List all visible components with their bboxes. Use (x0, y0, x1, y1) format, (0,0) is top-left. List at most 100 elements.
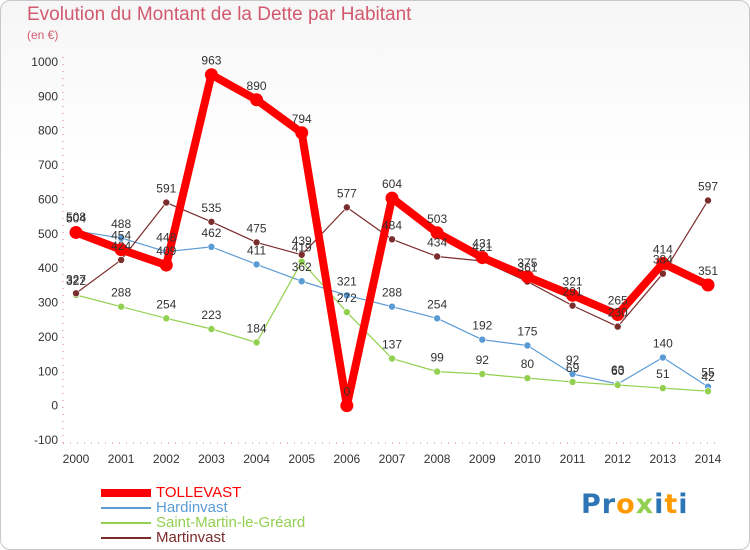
data-label: 63 (611, 363, 625, 377)
data-label: 597 (698, 179, 718, 193)
data-point (433, 367, 441, 376)
data-point (659, 269, 667, 278)
data-label: 362 (292, 260, 312, 274)
data-point (162, 314, 171, 323)
data-point (385, 191, 399, 205)
data-point (117, 302, 125, 311)
data-point (568, 301, 577, 310)
data-label: 288 (382, 286, 402, 300)
logo-letter: r (601, 489, 617, 520)
legend-label: Martinvast (156, 529, 226, 546)
data-label: 321 (563, 274, 583, 288)
y-tick-label: 200 (38, 330, 58, 344)
data-point (343, 308, 351, 316)
y-tick-label: 1000 (31, 55, 58, 69)
x-tick-label: 2008 (424, 452, 451, 466)
data-point (72, 289, 80, 298)
data-point (704, 196, 712, 205)
data-label: 604 (382, 177, 402, 191)
data-label: 265 (608, 294, 628, 308)
x-tick-label: 2002 (153, 452, 180, 466)
legend-swatch (101, 522, 151, 524)
data-label: 254 (156, 297, 176, 311)
y-tick-label: 0 (51, 399, 58, 413)
data-label: 434 (427, 235, 447, 249)
logo-letter: o (616, 489, 636, 520)
data-label: 351 (698, 264, 718, 278)
data-point (204, 68, 218, 82)
data-point (523, 374, 532, 382)
data-point (704, 387, 712, 396)
data-label: 439 (292, 234, 312, 248)
data-label: 963 (201, 54, 221, 68)
x-tick-label: 2006 (334, 452, 361, 466)
data-point (478, 335, 487, 344)
data-label: 69 (566, 361, 580, 375)
data-label: 448 (156, 231, 176, 245)
x-tick-label: 2012 (604, 452, 631, 466)
data-point (207, 217, 216, 226)
y-tick-label: 900 (38, 89, 58, 103)
x-tick-label: 2007 (379, 452, 406, 466)
data-label: 288 (111, 286, 131, 300)
data-label: 503 (427, 212, 447, 226)
data-label: 375 (517, 256, 537, 270)
data-label: 175 (517, 325, 537, 339)
logo-letter: t (664, 489, 679, 520)
data-label: 60 (611, 364, 625, 378)
data-label: 424 (111, 239, 131, 253)
data-label: 361 (517, 261, 537, 275)
y-tick-label: 100 (38, 364, 58, 378)
data-label: 140 (653, 337, 673, 351)
data-point (388, 302, 396, 311)
data-label: 80 (521, 357, 535, 371)
data-point (433, 314, 441, 323)
data-point (297, 277, 306, 286)
data-point (478, 370, 487, 378)
data-label: 291 (563, 285, 583, 299)
data-label: 421 (472, 240, 492, 254)
data-point (568, 378, 577, 386)
data-label: 794 (292, 112, 312, 126)
data-label: 409 (156, 244, 176, 258)
data-label: 577 (337, 186, 357, 200)
data-point (207, 325, 216, 333)
chart-unit: (en €) (27, 28, 59, 42)
data-label: 454 (111, 229, 131, 243)
x-tick-label: 2001 (108, 452, 135, 466)
legend-swatch (101, 489, 151, 497)
x-tick-label: 2014 (695, 452, 722, 466)
data-label: 508 (66, 210, 86, 224)
data-label: 230 (608, 306, 628, 320)
x-tick-label: 2011 (560, 452, 586, 466)
data-point (611, 308, 625, 322)
data-point (252, 238, 261, 247)
x-tick-label: 2000 (63, 452, 90, 466)
y-tick-label: 500 (38, 227, 58, 241)
data-point (159, 258, 173, 272)
data-label: 321 (337, 274, 357, 288)
data-point (343, 203, 351, 212)
data-label: 322 (66, 274, 86, 288)
data-point (613, 381, 622, 389)
proxiti-logo: Proxiti (581, 489, 689, 520)
data-point (114, 243, 128, 257)
y-tick-label: 300 (38, 296, 58, 310)
data-point (613, 322, 622, 331)
data-label: 223 (201, 308, 221, 322)
x-tick-label: 2003 (198, 452, 225, 466)
data-label: 591 (156, 182, 176, 196)
data-point (523, 341, 532, 350)
legend-swatch (101, 537, 151, 539)
data-label: 384 (653, 253, 673, 267)
data-label: 92 (566, 353, 580, 367)
data-point (252, 338, 261, 347)
y-tick-label: 400 (38, 261, 58, 275)
data-label: 414 (653, 242, 673, 256)
data-point (475, 251, 489, 265)
data-point (69, 225, 83, 239)
data-label: 51 (656, 367, 670, 381)
data-label: 488 (111, 217, 131, 231)
